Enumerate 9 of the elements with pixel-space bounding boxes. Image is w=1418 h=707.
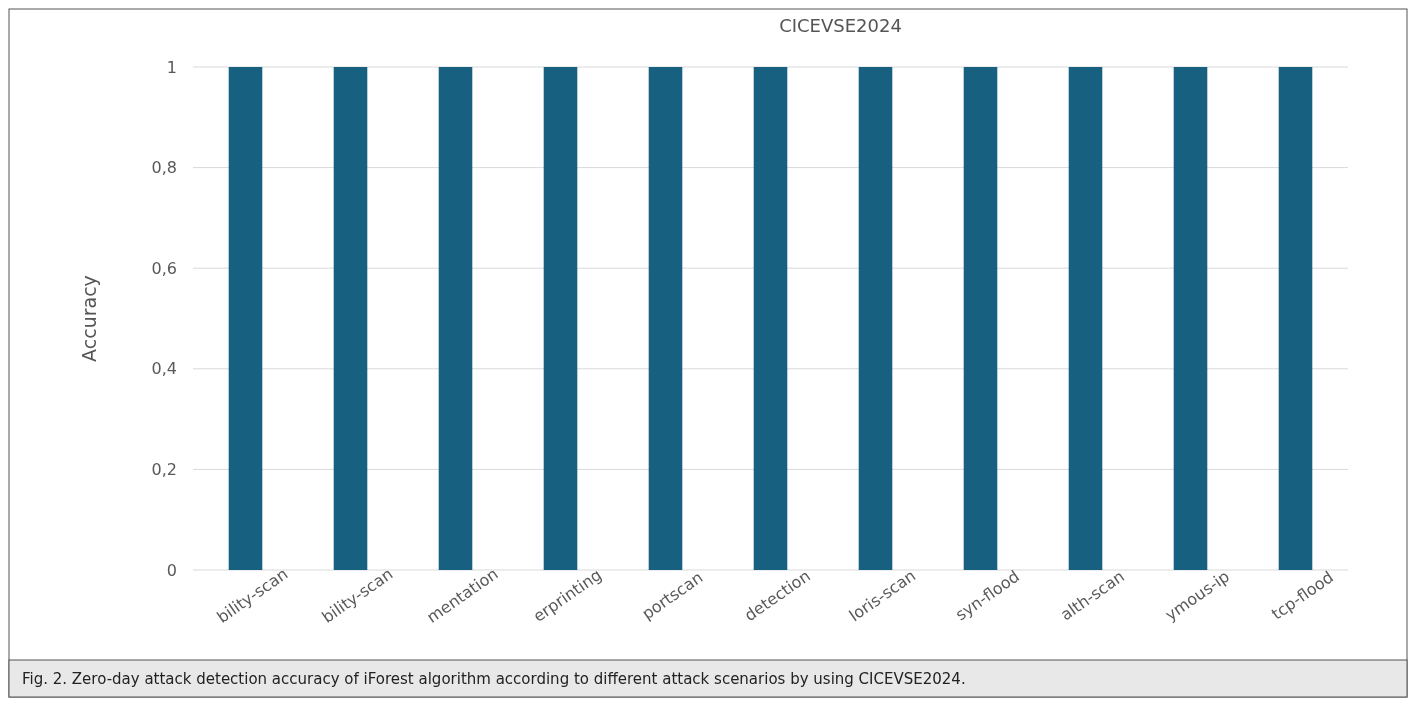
chart-title: CICEVSE2024 [779, 15, 902, 36]
y-axis-title: Accuracy [78, 275, 100, 362]
caption: Fig. 2. Zero-day attack detection accuracy of iForest algorithm according to different attack scenarios by using CICEVSE2024. [22, 670, 966, 688]
y-tick-label: 0,4 [151, 359, 177, 379]
y-tick-label: 0 [166, 560, 177, 580]
y-tick-label: 0,2 [151, 460, 177, 479]
y-tick-label: 1 [166, 57, 177, 77]
y-tick-label: 0,6 [151, 258, 177, 278]
y-tick-label: 0,8 [151, 158, 177, 178]
